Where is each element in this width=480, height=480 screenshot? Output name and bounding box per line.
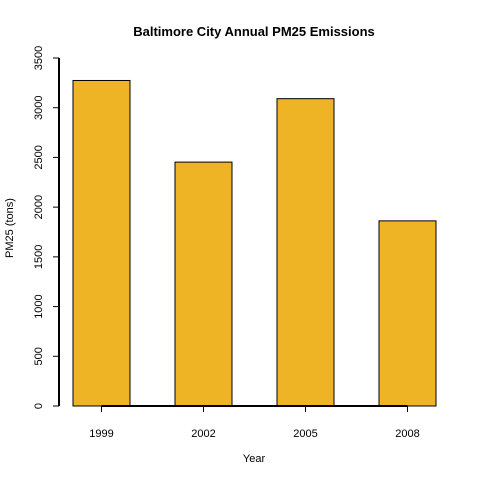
- x-axis: 1999 2002 2005 2008: [89, 405, 420, 440]
- y-tick-label-500: 500: [33, 347, 45, 365]
- y-tick-label-2000: 2000: [33, 195, 45, 219]
- y-tick-label-1500: 1500: [33, 245, 45, 269]
- bar-2008: [378, 220, 437, 407]
- bars-group: [72, 79, 437, 407]
- chart-title: Baltimore City Annual PM25 Emissions: [133, 24, 375, 39]
- bar-1999: [72, 79, 131, 407]
- y-axis: 0 500 1000 1500 2000 2500 3000 3500: [33, 46, 60, 409]
- bar-2002: [174, 161, 233, 407]
- bar-2005: [276, 98, 335, 407]
- y-tick-label-2500: 2500: [33, 145, 45, 169]
- x-tick-label-2002: 2002: [191, 428, 215, 440]
- y-tick-label-1000: 1000: [33, 294, 45, 318]
- x-tick-label-1999: 1999: [89, 428, 113, 440]
- y-tick-label-3000: 3000: [33, 95, 45, 119]
- x-tick-label-2005: 2005: [293, 428, 317, 440]
- y-axis-label: PM25 (tons): [4, 198, 16, 258]
- y-tick-label-0: 0: [33, 403, 45, 409]
- x-tick-label-2008: 2008: [395, 428, 419, 440]
- y-tick-label-3500: 3500: [33, 46, 45, 70]
- x-axis-label: Year: [243, 453, 266, 465]
